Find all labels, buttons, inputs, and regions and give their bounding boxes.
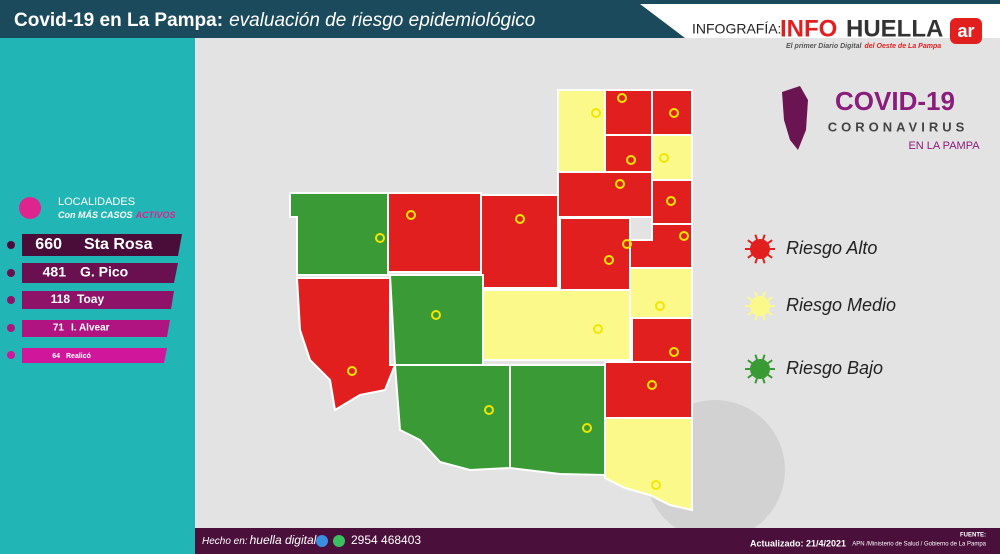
rank-name: Realicó — [66, 353, 91, 360]
rank-bar — [22, 320, 170, 337]
rank-value: 660 — [35, 236, 62, 253]
ranking-list: 660 Sta Rosa 481 G. Pico 118 Toay 71 I. … — [7, 234, 182, 363]
legend-label: Riesgo Bajo — [786, 358, 883, 378]
ranking-subtitle: Con MÁS CASOS ACTIVOS — [58, 210, 176, 220]
bullet — [7, 269, 15, 277]
credit: INFOGRAFÍA: — [692, 21, 781, 37]
town — [679, 231, 689, 241]
footer-source-title: FUENTE: — [960, 533, 986, 539]
tagline: El primer Diario Digital del Oeste de La … — [786, 43, 941, 50]
footer-bar — [195, 528, 1000, 554]
bullet — [7, 324, 15, 332]
legend: Riesgo Alto Riesgo Medio Riesgo Bajo — [745, 234, 896, 384]
map — [289, 89, 693, 512]
department — [604, 361, 693, 419]
town — [406, 210, 416, 220]
town — [593, 324, 603, 334]
rank-name: Toay — [77, 292, 104, 306]
brand-ar: ar — [957, 21, 974, 41]
department — [289, 192, 389, 276]
town — [591, 108, 601, 118]
bullet — [7, 241, 15, 249]
rank-bar — [22, 348, 167, 363]
town — [669, 347, 679, 357]
department — [559, 217, 631, 291]
rank-value: 64 — [52, 353, 60, 360]
header-title: Covid-19 en La Pampa: evaluación de riesg… — [14, 10, 535, 31]
argentina-silhouette — [782, 86, 808, 150]
telegram-icon — [316, 535, 328, 547]
department — [387, 192, 482, 273]
towns — [347, 93, 689, 490]
legend-icon — [750, 359, 770, 379]
footer-updated: Actualizado: 21/4/2021 — [750, 538, 846, 548]
rank-value: 481 — [43, 264, 67, 280]
town — [647, 380, 657, 390]
town — [669, 108, 679, 118]
brand-info: INFO — [780, 15, 837, 42]
town — [615, 179, 625, 189]
brand-huella: HUELLA — [846, 15, 943, 42]
department — [388, 274, 484, 366]
town — [655, 301, 665, 311]
town — [622, 239, 632, 249]
department — [604, 134, 653, 173]
legend-icon — [750, 239, 770, 259]
rank-bar — [22, 291, 174, 309]
department — [295, 277, 397, 412]
footer-phone: 2954 468403 — [351, 533, 421, 547]
badge-title: COVID-19 — [835, 86, 955, 116]
town — [515, 214, 525, 224]
department — [651, 89, 693, 136]
rank-name: G. Pico — [80, 264, 128, 280]
brand-badge — [950, 18, 982, 44]
badge-region: EN LA PAMPA — [908, 140, 980, 152]
town — [666, 196, 676, 206]
whatsapp-icon — [333, 535, 345, 547]
town — [375, 233, 385, 243]
town — [582, 423, 592, 433]
department — [651, 179, 693, 225]
town — [659, 153, 669, 163]
department — [480, 194, 559, 289]
town — [431, 310, 441, 320]
bullet — [7, 351, 15, 359]
town — [484, 405, 494, 415]
legend-icon — [750, 296, 770, 316]
department — [604, 89, 653, 136]
department — [557, 89, 606, 176]
town — [626, 155, 636, 165]
department — [651, 134, 693, 181]
legend-label: Riesgo Medio — [786, 295, 896, 315]
town — [651, 480, 661, 490]
legend-label: Riesgo Alto — [786, 238, 877, 258]
department — [604, 417, 693, 512]
department — [631, 317, 693, 363]
town — [347, 366, 357, 376]
footer-source: APN /Ministerio de Salud / Gobierno de L… — [852, 542, 986, 548]
brand-panel — [640, 4, 1000, 38]
ranking-icon — [19, 197, 41, 219]
town — [604, 255, 614, 265]
department — [482, 289, 631, 361]
rank-bar — [22, 234, 182, 256]
rank-value: 118 — [51, 292, 71, 306]
ranking-title: LOCALIDADES — [58, 196, 135, 208]
town — [617, 93, 627, 103]
department — [509, 364, 606, 477]
footer-made: Hecho en: huella digital — [202, 533, 317, 547]
department — [557, 171, 653, 218]
rank-name: Sta Rosa — [84, 236, 153, 253]
rank-name: I. Alvear — [71, 323, 110, 334]
rank-value: 71 — [53, 323, 65, 334]
badge-subtitle: CORONAVIRUS — [828, 119, 969, 134]
rank-bar — [22, 263, 178, 283]
bullet — [7, 296, 15, 304]
